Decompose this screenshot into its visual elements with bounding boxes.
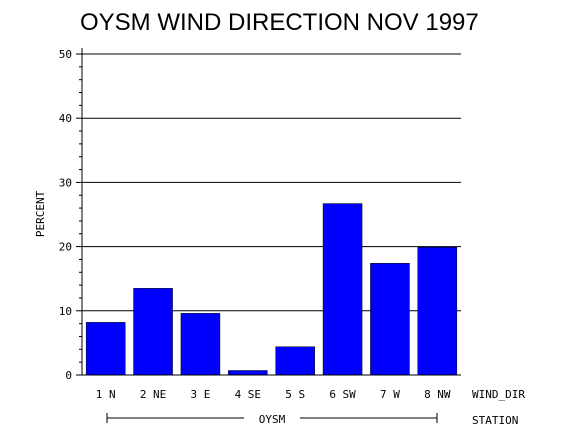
y-axis-label: PERCENT xyxy=(34,190,47,237)
y-tick-label: 30 xyxy=(59,176,72,189)
y-tick-label: 50 xyxy=(59,48,72,61)
bar-8 xyxy=(417,246,458,376)
y-tick-label: 20 xyxy=(59,241,72,254)
station-axis-label: STATION xyxy=(472,414,518,427)
x-tick-label: 5 S xyxy=(285,388,305,401)
x-tick-label: 4 SE xyxy=(235,388,262,401)
bar-2 xyxy=(133,288,173,376)
chart-title: OYSM WIND DIRECTION NOV 1997 xyxy=(80,9,479,36)
x-tick-label: 7 W xyxy=(380,388,400,401)
y-tick-label: 10 xyxy=(59,305,72,318)
x-tick-label: 3 E xyxy=(191,388,211,401)
x-tick-label: 1 N xyxy=(96,388,116,401)
x-tick-label: 8 NW xyxy=(424,388,451,401)
bar-1 xyxy=(85,322,126,376)
x-tick-label: 6 SW xyxy=(329,388,356,401)
x-axis-label: WIND_DIR xyxy=(472,388,525,401)
axes: 0 10 20 30 40 50 1 N 2 NE 3 E 4 SE 5 S 6 SW 7 W 8 NW xyxy=(59,48,461,401)
bar-6 xyxy=(322,203,363,376)
bar-7 xyxy=(370,263,410,376)
x-tick-label: 2 NE xyxy=(140,388,167,401)
station-group-label: OYSM xyxy=(259,413,286,426)
bar-4 xyxy=(228,370,268,376)
bars xyxy=(85,203,458,376)
bar-5 xyxy=(275,346,315,376)
y-tick-label: 40 xyxy=(59,112,72,125)
y-tick-label: 0 xyxy=(65,369,72,382)
station-bracket xyxy=(106,413,438,423)
bar-3 xyxy=(180,313,221,376)
